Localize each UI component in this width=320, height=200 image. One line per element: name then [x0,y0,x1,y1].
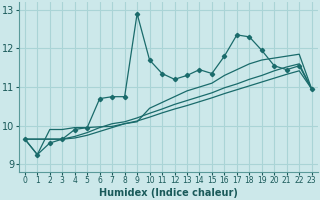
X-axis label: Humidex (Indice chaleur): Humidex (Indice chaleur) [99,188,238,198]
